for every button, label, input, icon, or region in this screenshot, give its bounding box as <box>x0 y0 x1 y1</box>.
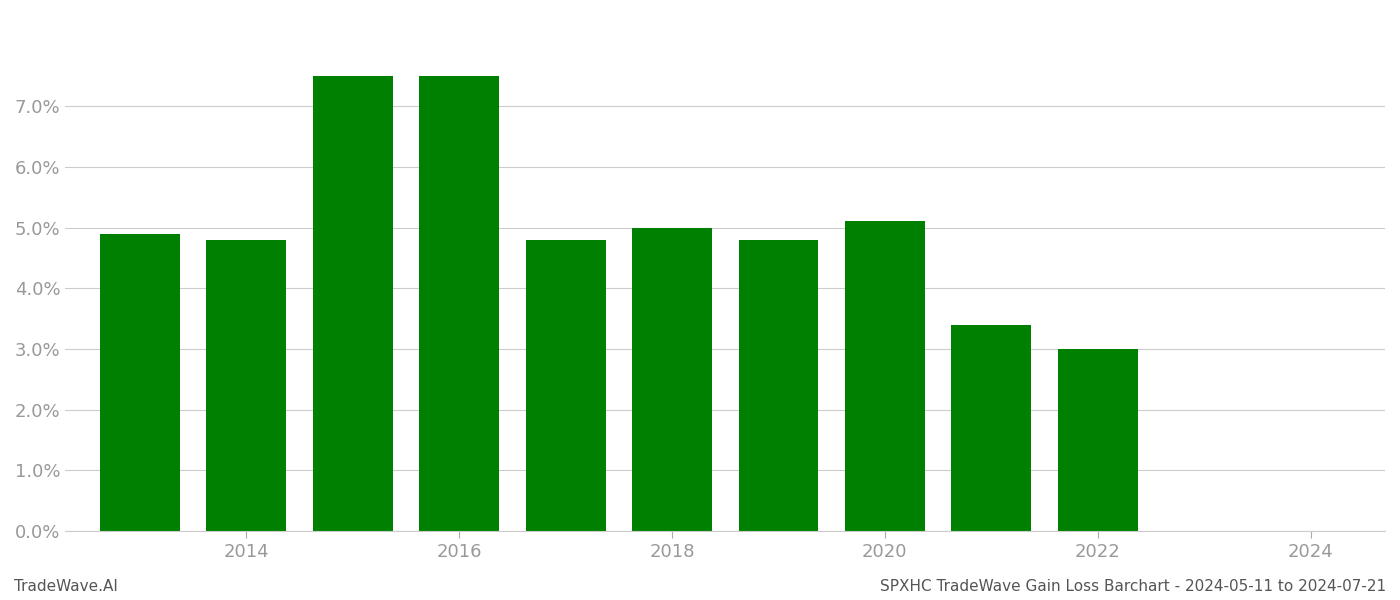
Bar <box>633 227 713 531</box>
Bar <box>1058 349 1138 531</box>
Text: SPXHC TradeWave Gain Loss Barchart - 2024-05-11 to 2024-07-21: SPXHC TradeWave Gain Loss Barchart - 202… <box>879 579 1386 594</box>
Bar <box>420 76 500 531</box>
Bar <box>952 325 1032 531</box>
Bar <box>526 239 606 531</box>
Bar <box>206 239 286 531</box>
Bar <box>846 221 925 531</box>
Bar <box>99 233 179 531</box>
Text: TradeWave.AI: TradeWave.AI <box>14 579 118 594</box>
Bar <box>312 76 393 531</box>
Bar <box>739 239 819 531</box>
